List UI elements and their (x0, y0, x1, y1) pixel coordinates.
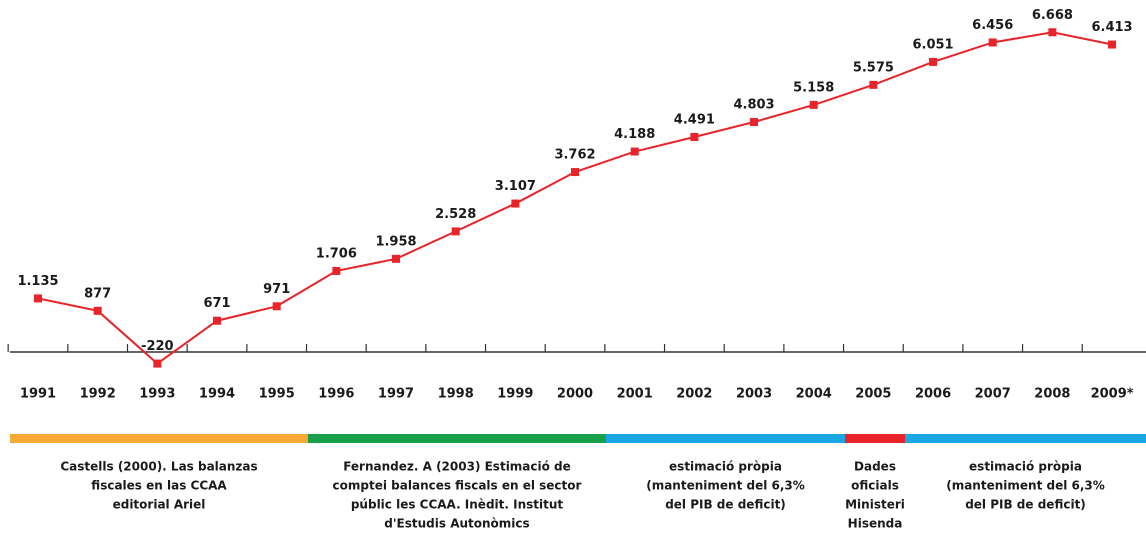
data-label: 5.158 (793, 80, 834, 95)
data-label: 6.668 (1032, 8, 1073, 23)
source-band (606, 434, 845, 443)
data-label: 6.413 (1091, 20, 1132, 35)
data-label: 1.706 (316, 246, 357, 261)
x-tick-label: 1995 (259, 387, 295, 402)
x-tick-label: 2000 (557, 387, 593, 402)
data-label: 4.491 (674, 112, 715, 127)
marker (392, 254, 401, 263)
marker (153, 359, 162, 368)
x-tick-label: 2001 (617, 387, 653, 402)
data-label: 5.575 (853, 60, 894, 75)
x-tick-label: 1993 (139, 387, 175, 402)
source-band (10, 434, 308, 443)
marker (869, 80, 878, 89)
marker (750, 117, 759, 126)
x-tick-label: 2008 (1034, 387, 1070, 402)
source-text: Ministeri (845, 498, 905, 512)
data-label: 6.456 (972, 18, 1013, 33)
marker (988, 38, 997, 47)
marker (809, 100, 818, 109)
source-text: fiscales en las CCAA (91, 479, 227, 493)
marker (451, 227, 460, 236)
x-tick-label: 1998 (438, 387, 474, 402)
source-text: estimació pròpia (669, 460, 782, 474)
marker (332, 266, 341, 275)
marker (630, 147, 639, 156)
source-text: editorial Ariel (113, 498, 206, 512)
marker (34, 294, 42, 303)
source-text: del PIB de deficit) (665, 498, 786, 512)
x-tick-label: 2003 (736, 387, 772, 402)
marker (929, 57, 938, 66)
x-tick-label: 1994 (199, 387, 235, 402)
marker (1048, 28, 1057, 37)
marker (690, 132, 699, 141)
source-text: (manteniment del 6,3% (946, 479, 1105, 493)
data-label: 1.135 (17, 274, 58, 289)
data-label: 971 (263, 282, 290, 297)
x-tick-label: 1992 (80, 387, 116, 402)
source-text: d'Estudis Autonòmics (384, 517, 529, 531)
marker (511, 199, 520, 208)
x-tick-label: 2002 (676, 387, 712, 402)
x-tick-label: 2004 (796, 387, 832, 402)
data-label: 6.051 (912, 37, 953, 52)
source-text: Dades (854, 460, 896, 474)
source-band (845, 434, 905, 443)
marker (93, 306, 102, 315)
data-label: 2.528 (435, 207, 476, 222)
x-tick-label: 2005 (855, 387, 891, 402)
source-text: estimació pròpia (969, 460, 1082, 474)
data-label: 4.803 (733, 97, 774, 112)
data-label: 4.188 (614, 127, 655, 142)
data-label: 3.107 (495, 179, 536, 194)
x-tick-label: 1996 (318, 387, 354, 402)
data-label: 671 (203, 296, 230, 311)
line (37, 31, 1113, 365)
data-label: 3.762 (554, 148, 595, 163)
source-text: Castells (2000). Las balanzas (60, 460, 257, 474)
source-band (905, 434, 1146, 443)
marker (272, 302, 281, 311)
data-label: -220 (141, 339, 174, 354)
marker (571, 168, 580, 177)
source-band (308, 434, 606, 443)
marker (1108, 40, 1117, 49)
source-text: (manteniment del 6,3% (646, 479, 805, 493)
x-tick-label: 2007 (975, 387, 1011, 402)
source-text: públic les CCAA. Inèdit. Institut (351, 498, 564, 512)
data-label: 1.958 (375, 234, 416, 249)
source-text: oficials (851, 479, 899, 493)
source-text: comptei balances fiscals en el sector (333, 479, 582, 493)
data-label: 877 (84, 286, 111, 301)
marker (213, 316, 222, 325)
x-tick-label: 1991 (20, 387, 56, 402)
x-tick-label: 2009* (1091, 387, 1134, 402)
source-text: Fernandez. A (2003) Estimació de (343, 460, 571, 474)
x-tick-label: 1999 (497, 387, 533, 402)
x-tick-label: 2006 (915, 387, 951, 402)
x-tick-label: 1997 (378, 387, 414, 402)
source-text: Hisenda (848, 517, 903, 531)
source-text: del PIB de deficit) (965, 498, 1086, 512)
